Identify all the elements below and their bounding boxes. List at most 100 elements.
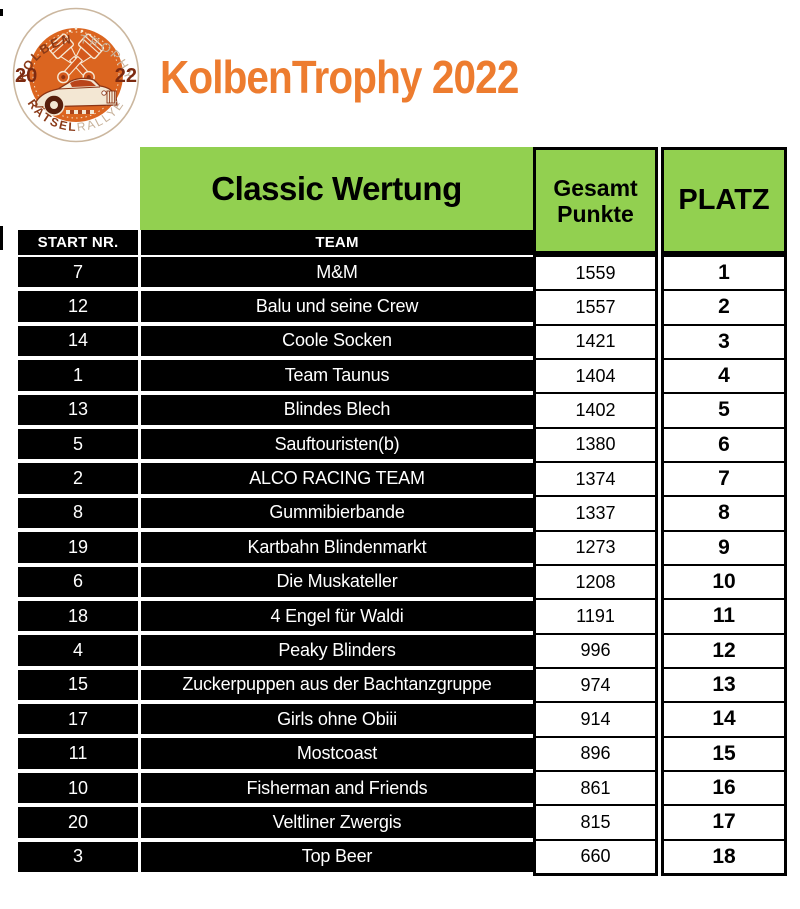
crossed-pistons-icon [47,27,105,90]
platz-cell: 18 [712,844,736,868]
points-cell: 974 [536,669,655,704]
table-row: 7 M&M [18,257,533,291]
points-cell: 1208 [536,566,655,601]
team-cell: M&M [141,257,533,288]
section-title-classic-wertung: Classic Wertung [140,147,533,230]
team-cell: Team Taunus [141,360,533,391]
start-nr-cell: 17 [18,704,138,735]
classic-car-icon [35,77,118,116]
points-cell: 1337 [536,497,655,532]
team-cell: ALCO RACING TEAM [141,463,533,494]
team-cell: 4 Engel für Waldi [141,600,533,632]
points-cell: 996 [536,635,655,669]
start-nr-cell: 7 [18,257,138,288]
points-cell: 660 [580,846,611,867]
points-cell: 1191 [536,600,655,635]
table-row: 6 Die Muskateller [18,566,533,601]
table-row: 11 Mostcoast [18,738,533,772]
team-cell: Peaky Blinders [141,635,533,666]
points-cell: 896 [536,738,655,772]
start-nr-and-team-rows: 7 M&M 12 Balu und seine Crew 14 Coole Socken 1… [18,257,533,876]
platz-column: 1 2 3 4 5 6 7 8 9 10 11 12 13 14 15 16 17 18 [661,254,787,876]
logo-year-left: 20 [15,65,37,87]
table-row: 3 Top Beer [18,841,533,876]
points-cell: 815 [536,806,655,841]
start-nr-cell: 10 [18,772,138,804]
table-row: 5 Sauftouristen(b) [18,428,533,463]
start-nr-cell: 14 [18,325,138,357]
table-row: 20 Veltliner Zwergis [18,807,533,841]
team-cell: Veltliner Zwergis [141,807,533,838]
points-cell: 1273 [536,532,655,566]
platz-cell: 7 [664,463,784,498]
start-nr-cell: 5 [18,428,138,460]
start-nr-cell: 8 [18,497,138,529]
platz-cell: 13 [664,669,784,704]
platz-cell: 5 [664,394,784,429]
team-cell: Mostcoast [141,738,533,769]
scan-artifact [0,9,3,16]
logo-year-right: 22 [115,65,137,87]
table-row: 12 Balu und seine Crew [18,291,533,325]
team-cell: Die Muskateller [141,566,533,597]
platz-cell: 10 [664,566,784,601]
start-nr-cell: 19 [18,532,138,563]
points-header-line2: Punkte [557,200,634,227]
team-cell: Gummibierbande [141,497,533,529]
table-row: 4 Peaky Blinders [18,635,533,669]
platz-cell: 1 [664,257,784,292]
platz-cell: 3 [664,326,784,360]
points-cell: 1421 [536,326,655,360]
table-row: 2 ALCO RACING TEAM [18,463,533,497]
points-cell: 1404 [536,360,655,395]
team-cell: Balu und seine Crew [141,291,533,322]
points-cell: 1557 [536,291,655,326]
team-cell: Sauftouristen(b) [141,428,533,460]
kolbentrophy-logo: KOLBEN TROPHY RÄTSELRALLYE 20 22 [12,7,140,143]
column-header-team: TEAM [141,230,533,255]
table-row: 8 Gummibierbande [18,497,533,532]
platz-cell: 6 [664,429,784,463]
start-nr-cell: 12 [18,291,138,322]
platz-cell: 11 [664,600,784,635]
team-cell: Girls ohne Obiii [141,704,533,735]
platz-cell: 16 [664,772,784,807]
team-cell: Top Beer [141,841,533,873]
platz-cell: 2 [664,291,784,326]
platz-cell: 8 [664,497,784,532]
column-header-start-nr: START NR. [18,230,138,255]
team-cell: Zuckerpuppen aus der Bachtanzgruppe [141,669,533,701]
start-nr-cell: 4 [18,635,138,666]
table-row: 1 Team Taunus [18,360,533,394]
start-nr-cell: 13 [18,394,138,425]
platz-cell: 12 [664,635,784,669]
team-cell: Kartbahn Blindenmarkt [141,532,533,563]
points-cell: 1374 [536,463,655,498]
column-header-platz: PLATZ [661,147,787,254]
table-row: 10 Fisherman and Friends [18,772,533,807]
points-header-line1: Gesamt [553,174,638,201]
team-cell: Blindes Blech [141,394,533,425]
table-row: 19 Kartbahn Blindenmarkt [18,532,533,566]
start-nr-cell: 11 [18,738,138,769]
points-cell: 1559 [536,257,655,292]
platz-cell: 9 [664,532,784,566]
start-nr-cell: 3 [18,841,138,873]
platz-cell: 4 [664,360,784,395]
platz-cell: 14 [664,703,784,738]
team-cell: Coole Socken [141,325,533,357]
start-nr-cell: 6 [18,566,138,597]
points-cell: 914 [536,703,655,738]
start-nr-cell: 2 [18,463,138,494]
scan-artifact [0,226,3,250]
start-nr-cell: 18 [18,600,138,632]
column-header-gesamt-punkte: Gesamt Punkte [533,147,658,254]
table-row: 14 Coole Socken [18,325,533,360]
points-cell: 1402 [536,394,655,429]
checker-strip [66,110,94,114]
table-row: 18 4 Engel für Waldi [18,600,533,635]
table-row: 17 Girls ohne Obiii [18,704,533,738]
points-column: 1559 1557 1421 1404 1402 1380 1374 1337 1273 1208… [533,254,658,876]
table-row: 13 Blindes Blech [18,394,533,429]
